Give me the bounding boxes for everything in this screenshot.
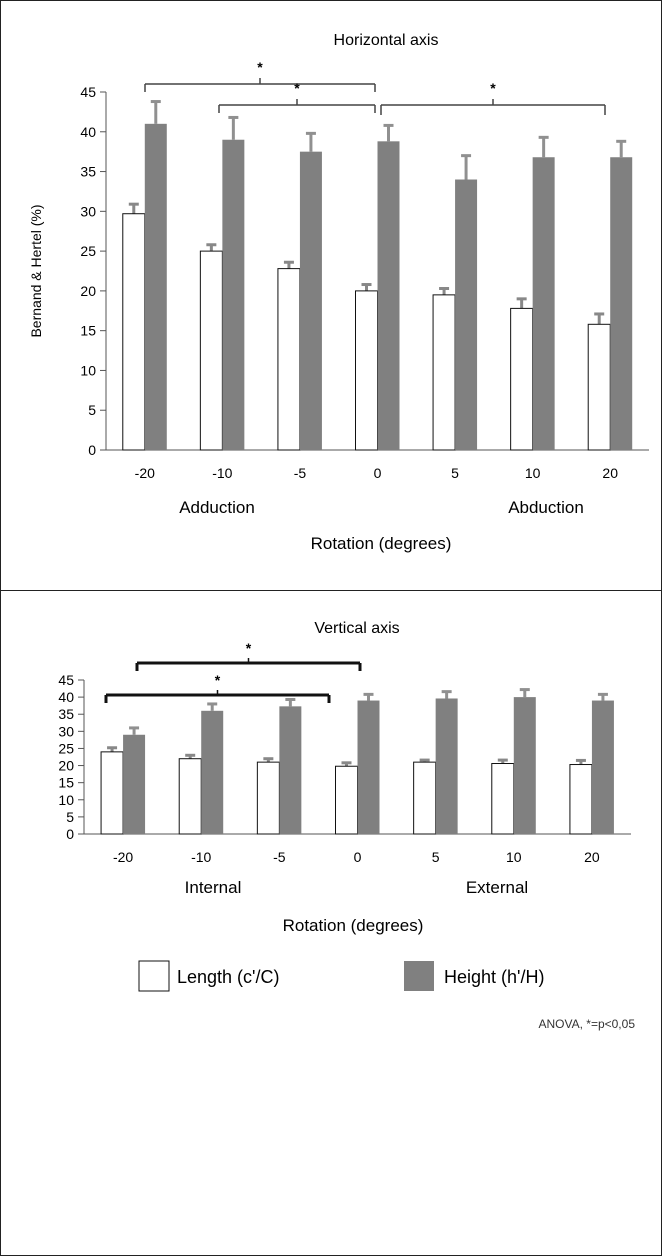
x-tick-label: -5 [273,849,286,865]
bar-height [201,710,224,834]
x-tick-label: -20 [135,465,155,481]
bar-height [377,141,400,450]
y-tick-label: 35 [58,706,74,722]
bar-length [178,758,202,835]
bar-length [199,250,223,451]
bar-height [357,700,380,834]
y-tick-label: 40 [58,689,74,705]
group-label-left: Adduction [179,498,255,517]
significance-star: * [257,59,263,75]
bar-height [222,139,245,450]
x-axis-label: Rotation (degrees) [311,534,452,553]
x-tick-label: -10 [212,465,232,481]
x-tick-label: 0 [374,465,382,481]
group-label-left: Internal [185,878,242,897]
horizontal-axis-panel: Horizontal axis 0 5 10 15 20 25 30 35 40 45 Bernand… [0,0,662,591]
bar-length [335,765,358,835]
x-tick-label: 5 [451,465,459,481]
x-tick-label: 10 [506,849,522,865]
bar-height [299,151,322,450]
significance-star: * [294,80,300,96]
bar-length [491,763,515,835]
bar-length [587,323,611,451]
y-tick-label: 15 [58,775,74,791]
x-tick-label: -5 [294,465,307,481]
chart-title: Horizontal axis [334,32,439,49]
y-tick-label: 5 [88,402,96,418]
vertical-axis-panel: Vertical axis 0 5 10 15 20 25 30 35 40 45 -20 -10 -5 0… [0,590,662,1256]
y-tick-label: 35 [80,164,96,180]
group-label-right: External [466,878,528,897]
group-label-right: Abduction [508,498,584,517]
y-tick-label: 0 [66,826,74,842]
footnote: ANOVA, *=p<0,05 [538,1017,635,1031]
y-tick-label: 30 [58,723,74,739]
legend-label-length: Length (c'/C) [177,967,279,987]
y-tick-label: 30 [80,203,96,219]
horizontal-axis-chart: Horizontal axis 0 5 10 15 20 25 30 35 40 45 Bernand… [28,32,649,553]
x-tick-label: 0 [354,849,362,865]
y-tick-label: 10 [80,362,96,378]
bar-length [256,761,280,835]
x-tick-label: -20 [113,849,133,865]
bar-height [591,700,614,834]
x-tick-label: 20 [602,465,618,481]
bar-length [122,213,146,451]
bar-length [510,307,534,451]
y-tick-label: 10 [58,792,74,808]
bar-height [513,697,536,834]
legend-swatch-height [404,961,434,991]
bar-length [432,294,456,451]
bar-height [123,734,146,834]
significance-star: * [490,80,496,96]
bar-length [277,268,301,451]
legend-label-height: Height (h'/H) [444,967,544,987]
y-tick-label: 20 [80,283,96,299]
y-axis-label: Bernand & Hertel (%) [28,204,44,337]
y-tick-label: 5 [66,809,74,825]
x-tick-label: 20 [584,849,600,865]
bar-height [532,157,555,451]
y-tick-label: 45 [80,84,96,100]
significance-star: * [215,672,221,688]
y-tick-label: 45 [58,672,74,688]
bar-height [279,706,302,834]
bar-length [413,761,437,835]
y-tick-label: 15 [80,323,96,339]
bar-height [455,179,478,450]
x-tick-label: -10 [191,849,211,865]
legend-swatch-length [138,960,170,992]
x-axis-label: Rotation (degrees) [283,916,424,935]
x-tick-label: 10 [525,465,541,481]
bar-height [435,698,458,834]
y-tick-label: 40 [80,124,96,140]
bar-length [100,751,124,835]
bar-height [610,157,633,451]
y-tick-label: 20 [58,758,74,774]
chart-title: Vertical axis [314,620,399,637]
bar-height [144,123,167,451]
y-tick-label: 25 [58,740,74,756]
x-tick-label: 5 [432,849,440,865]
y-tick-label: 0 [88,442,96,458]
bar-length [569,764,593,835]
y-tick-label: 25 [80,243,96,259]
significance-star: * [246,640,252,656]
bar-length [355,290,378,451]
